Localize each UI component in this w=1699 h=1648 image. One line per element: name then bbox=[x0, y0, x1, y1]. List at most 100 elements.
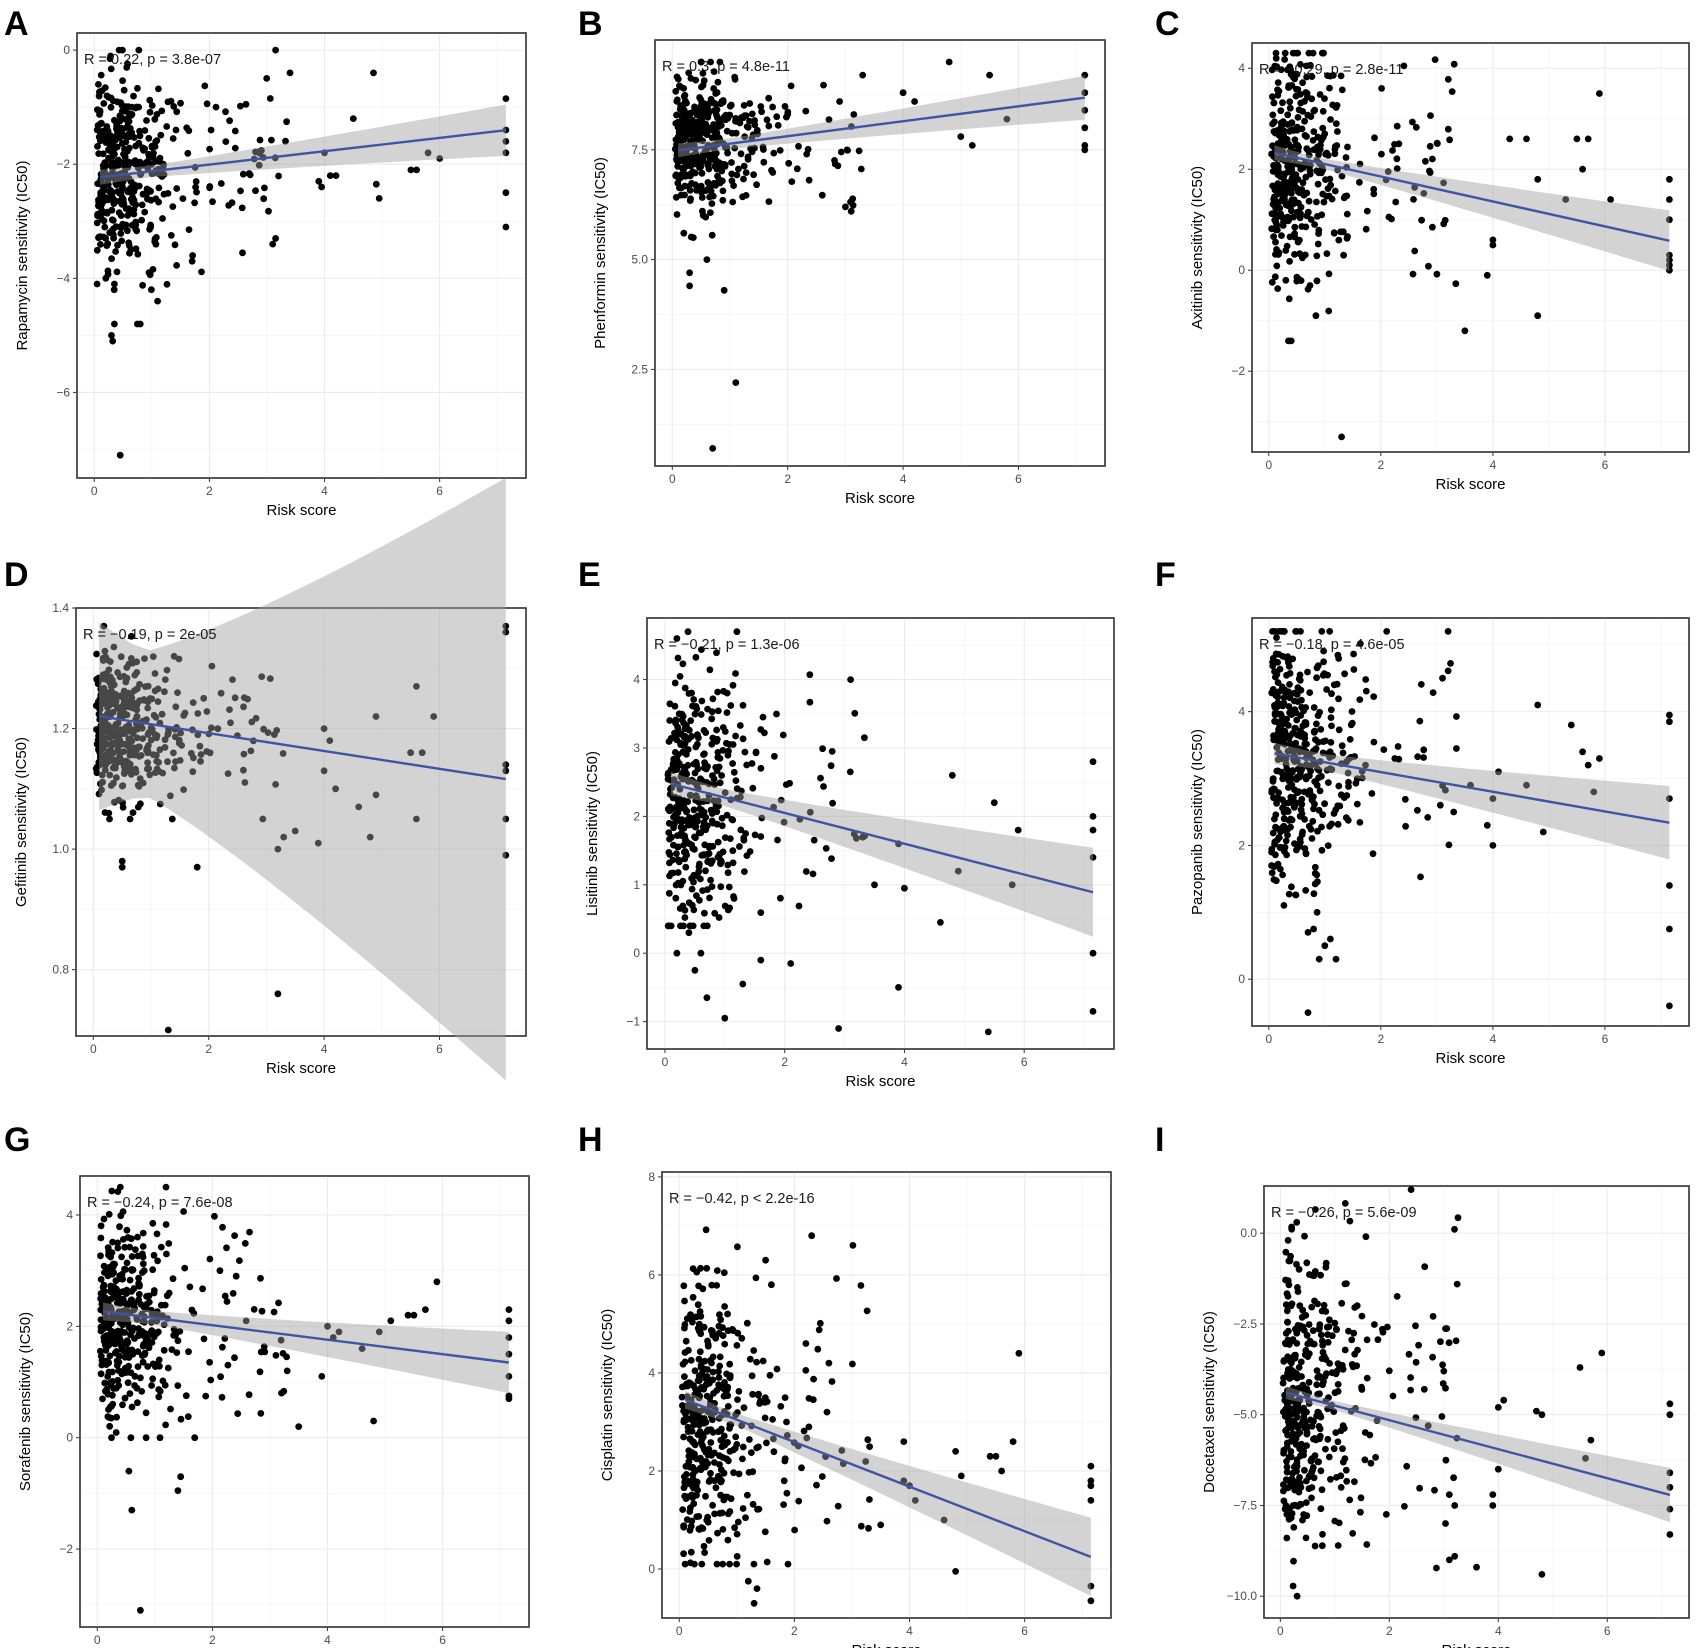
data-point bbox=[222, 138, 230, 146]
data-point bbox=[724, 751, 732, 759]
data-point bbox=[819, 745, 826, 753]
data-point bbox=[124, 188, 132, 196]
data-point bbox=[732, 129, 740, 137]
data-point bbox=[710, 1390, 717, 1397]
data-point bbox=[124, 60, 131, 68]
data-point bbox=[272, 1352, 280, 1359]
data-point bbox=[121, 150, 129, 158]
panel-h: H024602468Risk scoreCisplatin sensitivit… bbox=[578, 1121, 1112, 1648]
data-point bbox=[115, 1367, 123, 1374]
data-point bbox=[723, 127, 731, 135]
data-point bbox=[255, 161, 263, 169]
data-point bbox=[1666, 925, 1673, 933]
data-point bbox=[707, 187, 715, 195]
data-point bbox=[137, 1374, 144, 1382]
data-point bbox=[813, 1481, 820, 1489]
data-point bbox=[263, 75, 271, 82]
data-point bbox=[141, 127, 149, 134]
data-point bbox=[666, 835, 673, 843]
data-point bbox=[143, 117, 150, 124]
data-point bbox=[1334, 802, 1342, 810]
data-point bbox=[1311, 106, 1319, 114]
data-point bbox=[954, 867, 962, 875]
data-point bbox=[751, 121, 759, 129]
data-point bbox=[118, 863, 126, 871]
y-axis-title-f: Pazopanib sensitivity (IC50) bbox=[1189, 729, 1206, 915]
data-point bbox=[1323, 1370, 1330, 1377]
data-point bbox=[1306, 689, 1314, 696]
data-point bbox=[407, 749, 414, 757]
data-point bbox=[1309, 817, 1317, 825]
data-point bbox=[1268, 862, 1275, 869]
data-point bbox=[1285, 890, 1293, 898]
data-point bbox=[261, 184, 268, 192]
data-point bbox=[122, 723, 130, 731]
data-point bbox=[1302, 887, 1310, 894]
data-point bbox=[170, 1331, 178, 1339]
data-point bbox=[704, 161, 712, 169]
y-tick-label: 2.5 bbox=[631, 362, 648, 376]
data-point bbox=[1666, 196, 1673, 203]
data-point bbox=[708, 817, 716, 825]
data-point bbox=[1299, 108, 1307, 115]
data-point bbox=[718, 814, 726, 822]
data-point bbox=[777, 1403, 785, 1410]
data-point bbox=[167, 792, 174, 800]
data-point bbox=[125, 767, 132, 775]
data-point bbox=[1335, 236, 1343, 244]
data-point bbox=[768, 166, 775, 174]
data-point bbox=[1356, 178, 1363, 186]
x-tick-label: 4 bbox=[1495, 1624, 1502, 1638]
data-point bbox=[1666, 1411, 1674, 1419]
data-point bbox=[1304, 1423, 1312, 1430]
data-point bbox=[713, 1560, 721, 1568]
data-point bbox=[1297, 99, 1305, 107]
data-point bbox=[1009, 1438, 1017, 1445]
data-point bbox=[128, 1403, 136, 1411]
data-point bbox=[134, 803, 142, 811]
data-point bbox=[151, 687, 159, 695]
data-point bbox=[107, 52, 114, 60]
data-point bbox=[1272, 823, 1279, 831]
y-tick-label: 4 bbox=[648, 1366, 655, 1380]
data-point bbox=[1562, 196, 1570, 203]
data-point bbox=[713, 129, 721, 137]
data-point bbox=[212, 103, 220, 111]
data-point bbox=[681, 855, 689, 863]
data-point bbox=[713, 1267, 721, 1274]
data-point bbox=[1567, 721, 1575, 729]
data-point bbox=[1317, 726, 1325, 733]
data-point bbox=[422, 1306, 429, 1313]
data-point bbox=[133, 713, 141, 721]
data-point bbox=[155, 1328, 162, 1336]
data-point bbox=[1326, 84, 1333, 92]
data-point bbox=[1271, 815, 1278, 823]
data-point bbox=[241, 779, 249, 786]
data-point bbox=[753, 1444, 761, 1452]
x-tick-label: 6 bbox=[1015, 472, 1022, 486]
data-point bbox=[1587, 1436, 1595, 1444]
data-point bbox=[702, 1463, 709, 1471]
data-point bbox=[1332, 955, 1340, 963]
data-point bbox=[98, 771, 106, 779]
data-point bbox=[1363, 1374, 1371, 1382]
data-point bbox=[701, 1549, 708, 1556]
data-point bbox=[246, 1228, 253, 1236]
data-point bbox=[124, 163, 132, 171]
data-point bbox=[1439, 1361, 1446, 1369]
data-point bbox=[1335, 782, 1343, 790]
data-point bbox=[127, 1331, 134, 1339]
data-point bbox=[123, 664, 131, 671]
data-point bbox=[1302, 775, 1310, 783]
data-point bbox=[877, 1521, 885, 1529]
data-point bbox=[1089, 1008, 1097, 1015]
data-point bbox=[711, 909, 719, 917]
data-point bbox=[1436, 801, 1444, 809]
data-point bbox=[737, 826, 745, 834]
plot-frame-c bbox=[1251, 42, 1690, 453]
data-point bbox=[1272, 251, 1279, 258]
y-tick-label: 1.2 bbox=[52, 722, 69, 736]
data-point bbox=[1372, 1453, 1379, 1461]
data-point bbox=[1015, 1349, 1023, 1357]
data-point bbox=[1269, 777, 1277, 785]
